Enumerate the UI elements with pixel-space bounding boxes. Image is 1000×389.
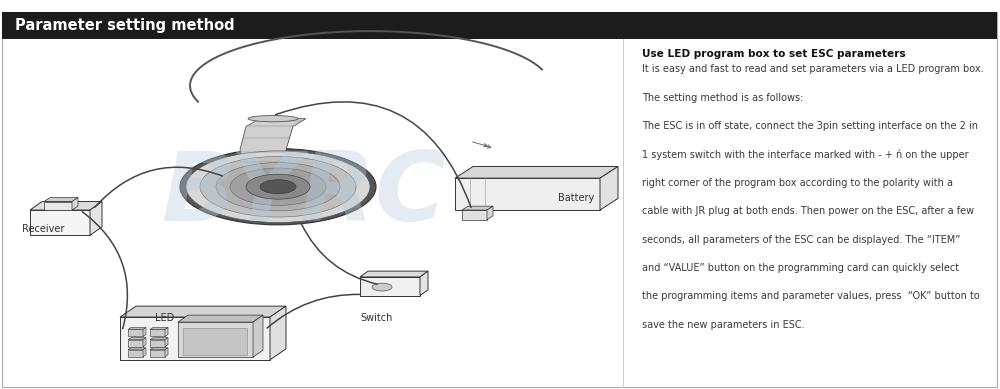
Polygon shape [143,348,146,357]
Polygon shape [143,328,146,336]
Circle shape [230,168,326,205]
Polygon shape [178,315,263,322]
Circle shape [246,174,310,199]
Polygon shape [360,271,428,277]
Polygon shape [128,350,143,357]
Polygon shape [178,322,253,357]
Polygon shape [72,198,78,210]
Polygon shape [90,202,102,235]
Polygon shape [150,329,165,336]
Bar [2,12,997,39]
Polygon shape [150,328,168,329]
Text: BYRC: BYRC [162,148,448,241]
Polygon shape [165,348,168,357]
Polygon shape [165,338,168,347]
Polygon shape [183,328,247,355]
Polygon shape [270,306,286,360]
Polygon shape [253,315,263,357]
Polygon shape [360,277,420,296]
Polygon shape [44,202,72,210]
Text: LED: LED [155,313,174,323]
Circle shape [216,163,340,211]
Circle shape [372,283,392,291]
Text: Receiver: Receiver [22,224,64,234]
Text: Battery: Battery [558,193,594,203]
Polygon shape [455,178,600,210]
Circle shape [200,156,356,217]
Polygon shape [462,210,487,220]
Ellipse shape [248,116,298,122]
Text: Switch: Switch [360,313,392,323]
Text: right corner of the program box according to the polarity with a: right corner of the program box accordin… [642,178,953,188]
Text: The ESC is in off state, connect the 3pin setting interface on the 2 in: The ESC is in off state, connect the 3pi… [642,121,978,131]
Polygon shape [150,350,165,357]
Polygon shape [150,340,165,347]
Circle shape [260,180,296,194]
Text: and “VALUE” button on the programming card can quickly select: and “VALUE” button on the programming ca… [642,263,959,273]
Text: The setting method is as follows:: The setting method is as follows: [642,93,803,103]
Text: the programming items and parameter values, press  “OK” button to: the programming items and parameter valu… [642,291,980,301]
Polygon shape [240,119,306,167]
Text: Parameter setting method: Parameter setting method [15,18,235,33]
Text: 1 system switch with the interface marked with - + ń on the upper: 1 system switch with the interface marke… [642,149,969,160]
Polygon shape [462,206,493,210]
Polygon shape [487,206,493,220]
Polygon shape [128,329,143,336]
Polygon shape [455,166,618,178]
Circle shape [186,151,370,223]
Polygon shape [30,210,90,235]
Text: seconds, all parameters of the ESC can be displayed. The “ITEM”: seconds, all parameters of the ESC can b… [642,235,960,245]
Polygon shape [128,328,146,329]
Text: cable with JR plug at both ends. Then power on the ESC, after a few: cable with JR plug at both ends. Then po… [642,206,974,216]
Polygon shape [165,328,168,336]
Polygon shape [150,338,168,340]
Text: Use LED program box to set ESC parameters: Use LED program box to set ESC parameter… [642,49,906,59]
Text: It is easy and fast to read and set parameters via a LED program box.: It is easy and fast to read and set para… [642,64,984,74]
Polygon shape [128,338,146,340]
Polygon shape [128,348,146,350]
Circle shape [180,149,376,225]
Polygon shape [420,271,428,296]
Polygon shape [44,198,78,202]
Polygon shape [128,340,143,347]
Polygon shape [120,306,286,317]
Polygon shape [150,348,168,350]
Polygon shape [143,338,146,347]
Text: save the new parameters in ESC.: save the new parameters in ESC. [642,320,805,330]
Polygon shape [30,202,102,210]
Polygon shape [120,317,270,360]
Polygon shape [600,166,618,210]
